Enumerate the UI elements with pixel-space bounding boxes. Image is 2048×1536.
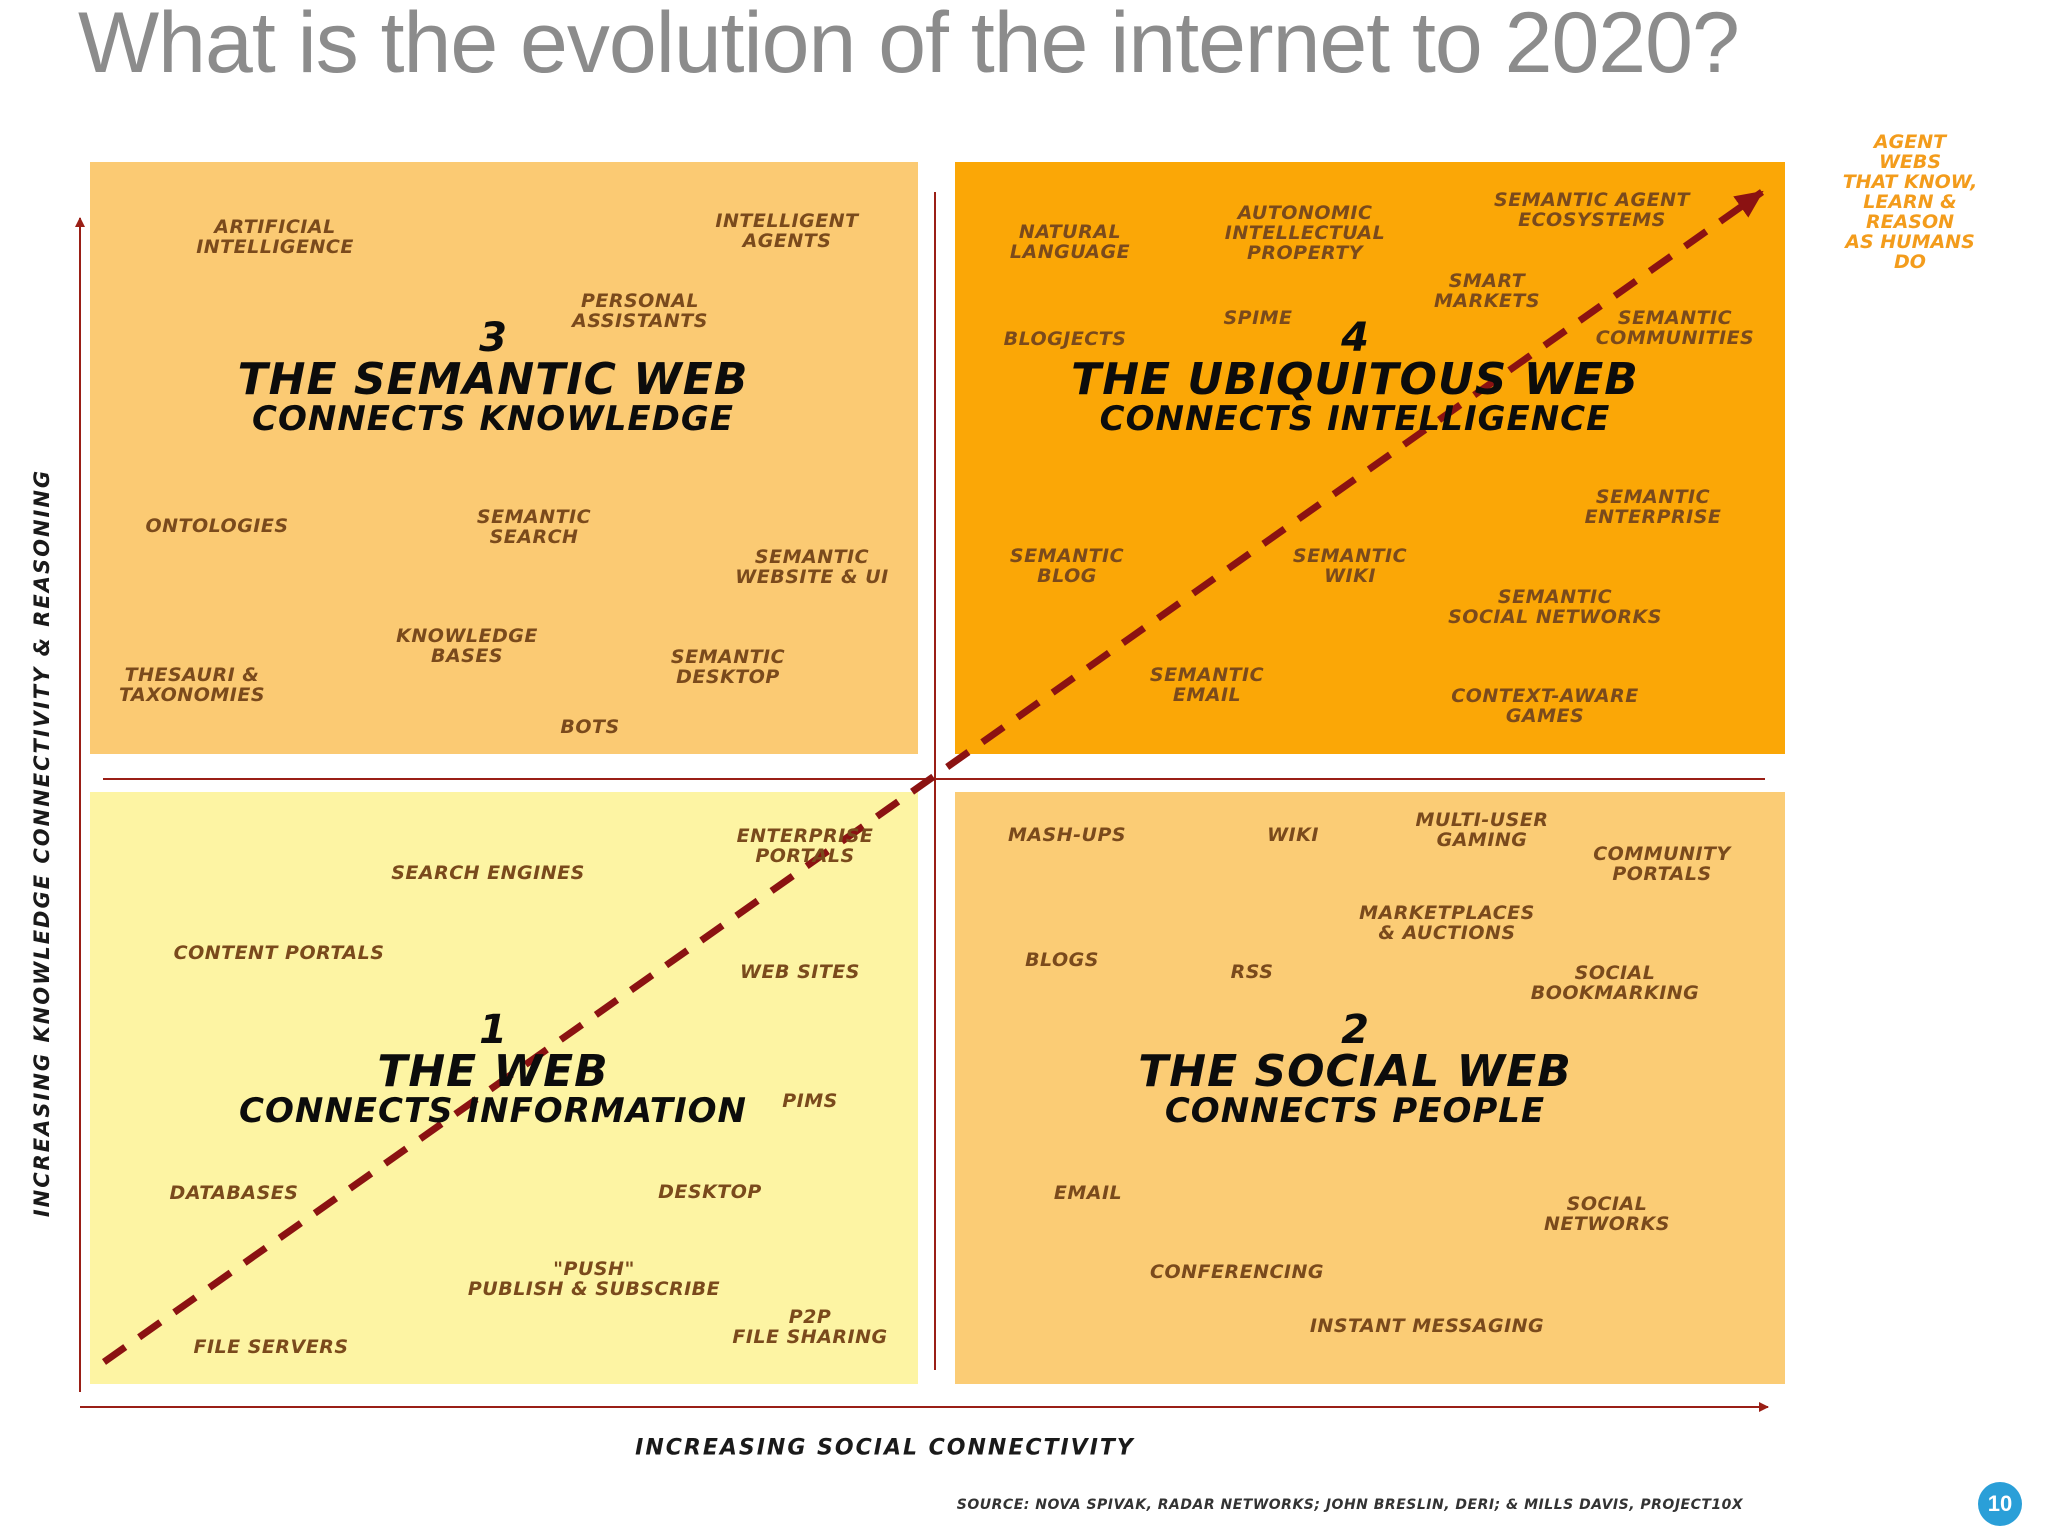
quadrant-number: 2: [1341, 1007, 1369, 1053]
concept-label: Semantic Social Networks: [1448, 586, 1662, 628]
concept-label: Mash-ups: [1007, 824, 1127, 846]
concept-label: Blogjects: [1003, 328, 1127, 350]
quadrant-subtitle: Connects Knowledge: [252, 399, 734, 439]
heading-the-web: 1 The Web Connects Information: [239, 1010, 747, 1128]
concept-label: P2P File Sharing: [732, 1306, 888, 1348]
quadrant-subtitle: Connects Intelligence: [1099, 399, 1611, 439]
concept-label: Semantic Communities: [1595, 307, 1755, 349]
concept-label: Marketplaces & Auctions: [1359, 902, 1535, 944]
concept-label: RSS: [1230, 961, 1274, 983]
concept-label: Spime: [1223, 307, 1293, 329]
concept-label: Desktop: [658, 1181, 762, 1203]
quadrant-number: 1: [479, 1007, 507, 1053]
concept-label: Social Networks: [1544, 1193, 1670, 1235]
concept-label: File Servers: [193, 1336, 349, 1358]
concept-label: Wiki: [1267, 824, 1319, 846]
quadrant-social-web: [955, 792, 1785, 1384]
quadrant-ubiquitous-web: [955, 162, 1785, 754]
concept-label: Autonomic Intellectual Property: [1224, 202, 1386, 264]
concept-label: Community Portals: [1593, 843, 1731, 885]
concept-label: Email: [1053, 1182, 1123, 1204]
quadrant-name: The Semantic Web: [237, 354, 749, 405]
quadrant-subtitle: Connects People: [1164, 1091, 1546, 1131]
heading-social-web: 2 The Social Web Connects People: [1138, 1010, 1572, 1128]
y-axis-label: Increasing knowledge connectivity & reas…: [30, 468, 54, 1218]
agent-webs-note: Agent webs that know, learn & reason as …: [1842, 131, 1978, 273]
concept-label: Personal Assistants: [572, 290, 708, 332]
concept-label: Enterprise Portals: [736, 825, 874, 867]
concept-label: Thesauri & Taxonomies: [118, 664, 266, 706]
concept-label: Semantic Desktop: [670, 646, 786, 688]
quadrant-number: 4: [1341, 315, 1369, 361]
concept-label: Knowledge Bases: [396, 625, 538, 667]
concept-label: Semantic Email: [1149, 664, 1265, 706]
concept-label: "Push" Publish & Subscribe: [467, 1258, 721, 1300]
concept-label: Blogs: [1025, 949, 1099, 971]
concept-label: Multi-user Gaming: [1415, 809, 1549, 851]
concept-label: Natural Language: [1009, 221, 1131, 263]
page-title: What is the evolution of the internet to…: [78, 0, 1740, 91]
page-number-badge: 10: [1978, 1482, 2022, 1526]
heading-semantic-web: 3 The Semantic Web Connects Knowledge: [238, 318, 749, 436]
concept-label: Intelligent Agents: [715, 210, 859, 252]
quadrant-name: The Web: [377, 1046, 609, 1097]
concept-label: PIMs: [782, 1090, 838, 1112]
heading-ubiquitous-web: 4 The Ubiquitous Web Connects Intelligen…: [1071, 318, 1639, 436]
concept-label: Smart Markets: [1433, 270, 1541, 312]
concept-label: Ontologies: [145, 515, 289, 537]
concept-label: Semantic Enterprise: [1584, 486, 1722, 528]
concept-label: Content Portals: [173, 942, 385, 964]
x-axis-label: Increasing social connectivity: [635, 1435, 1135, 1461]
concept-label: Web Sites: [740, 961, 860, 983]
quadrant-number: 3: [479, 315, 507, 361]
concept-label: Semantic Agent Ecosystems: [1494, 189, 1690, 231]
concept-label: Semantic Blog: [1009, 545, 1125, 587]
quadrant-semantic-web: [90, 162, 918, 754]
concept-label: Semantic Wiki: [1292, 545, 1408, 587]
concept-label: Conferencing: [1150, 1261, 1324, 1283]
quadrant-subtitle: Connects Information: [239, 1091, 747, 1131]
concept-label: Semantic Search: [476, 506, 592, 548]
quadrant-the-web: [90, 792, 918, 1384]
quadrant-name: The Social Web: [1138, 1046, 1572, 1097]
concept-label: Databases: [169, 1182, 299, 1204]
quadrant-name: The Ubiquitous Web: [1071, 354, 1639, 405]
concept-label: Context-Aware Games: [1451, 685, 1639, 727]
concept-label: Semantic Website & UI: [735, 546, 889, 588]
concept-label: Search Engines: [391, 862, 585, 884]
concept-label: Instant Messaging: [1309, 1315, 1545, 1337]
evolution-arrow: [101, 189, 1765, 1365]
source-credit: Source: Nova Spivak, Radar Networks; Joh…: [956, 1497, 1744, 1513]
concept-label: Artificial Intelligence: [196, 216, 354, 258]
concept-label: Bots: [560, 716, 620, 738]
concept-label: Social Bookmarking: [1530, 962, 1700, 1004]
